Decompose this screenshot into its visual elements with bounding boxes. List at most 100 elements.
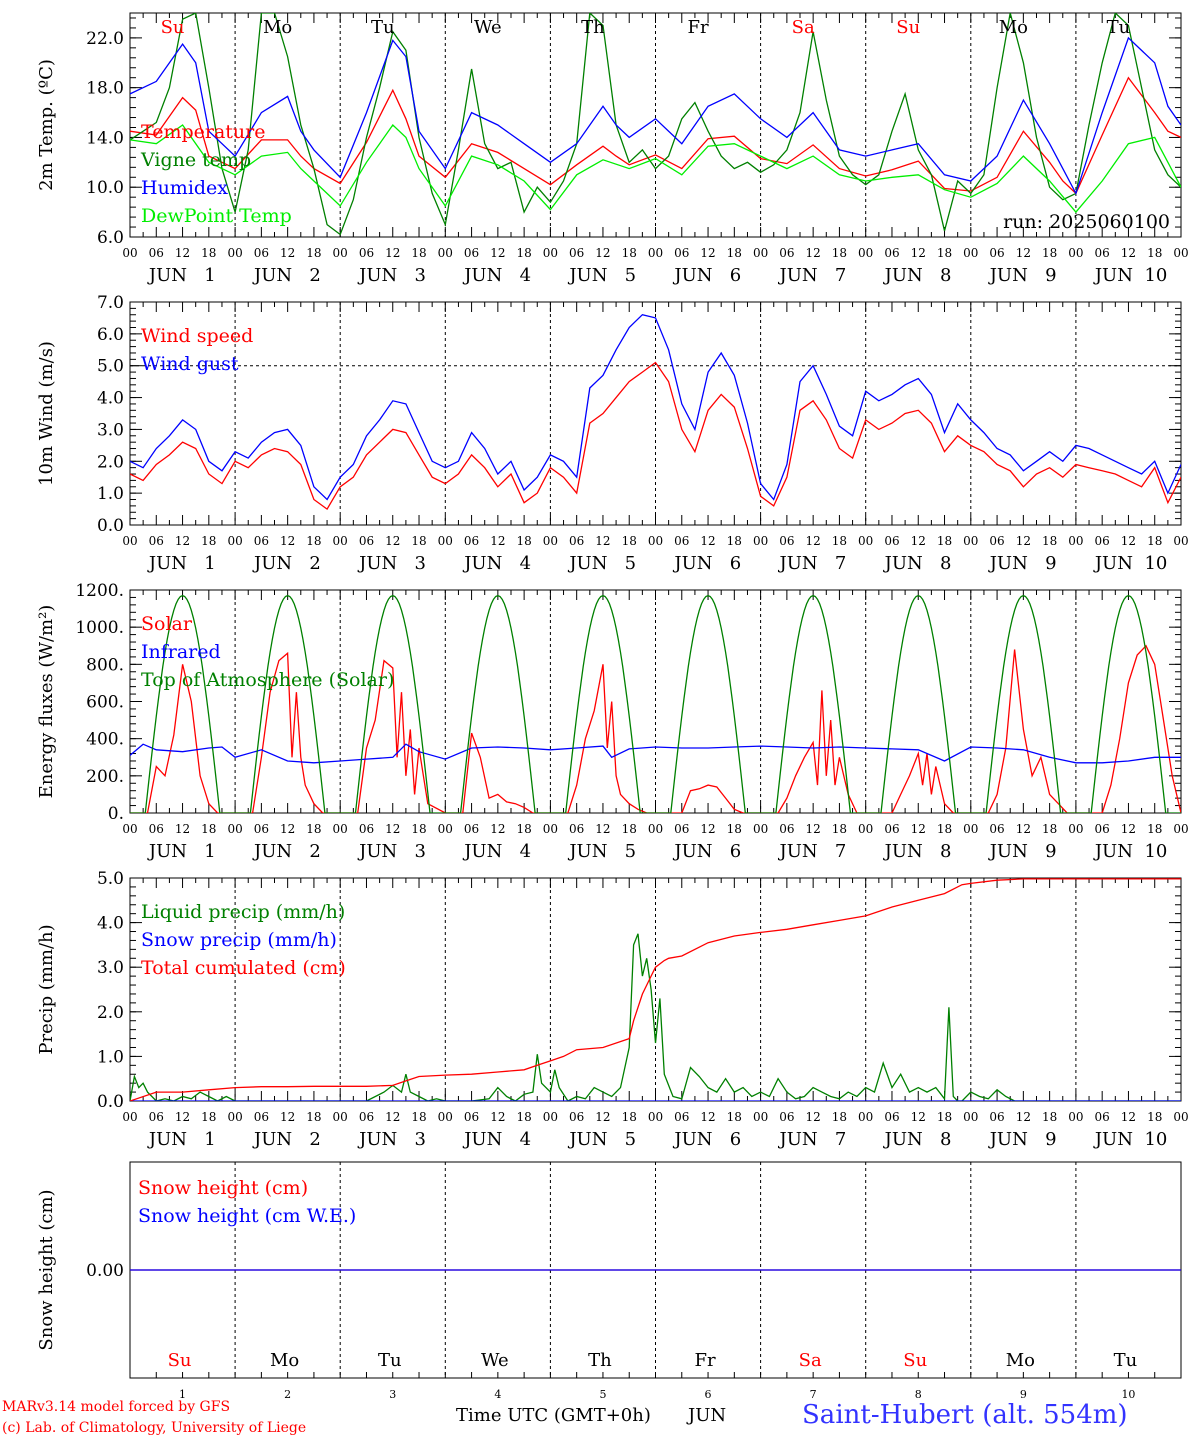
legend-entry-1: Solar	[141, 613, 193, 635]
hour-label: 18	[201, 1110, 216, 1124]
hour-label: 00	[1173, 822, 1188, 836]
legend-entry-1: Snow height (cm)	[138, 1177, 308, 1199]
hour-label: 12	[911, 534, 926, 548]
day-label: 5	[625, 1129, 636, 1150]
panel-1: 00 06 12 18 00 06 12 18 00 06 12 18 00 06 12 18 00 06 12 18…	[36, 12, 1189, 286]
month-label: JUN	[883, 1129, 923, 1150]
hour-label: 00	[753, 246, 768, 260]
day-label: 7	[835, 841, 846, 862]
hour-label: 18	[622, 534, 637, 548]
day-label: 10	[1144, 553, 1167, 574]
hour-label: 12	[280, 1110, 295, 1124]
hour-label: 00	[753, 534, 768, 548]
day-label: 2	[309, 553, 320, 574]
month-label: JUN	[357, 553, 397, 574]
weekday-label-bottom: Su	[168, 1350, 192, 1371]
series-line-3	[130, 594, 1181, 813]
day-label: 9	[1045, 553, 1056, 574]
series-line-4	[130, 124, 1181, 214]
legend-entry-3: Humidex	[141, 177, 228, 199]
hour-label: 12	[385, 246, 400, 260]
hour-label: 12	[175, 1110, 190, 1124]
month-label: JUN	[1093, 553, 1133, 574]
legend-entry-4: DewPoint Temp	[141, 205, 292, 227]
hour-label: 00	[753, 822, 768, 836]
hour-label: 00	[1068, 1110, 1083, 1124]
y-tick-label: 4.0	[97, 389, 124, 409]
hour-label: 06	[779, 822, 794, 836]
day-label: 3	[414, 1129, 425, 1150]
y-tick-label: 600.	[86, 693, 124, 713]
month-label: JUN	[778, 841, 818, 862]
hour-label: 12	[700, 822, 715, 836]
month-label: JUN	[988, 841, 1028, 862]
weekday-label-top: We	[474, 17, 502, 38]
hour-label: 18	[201, 534, 216, 548]
hour-label: 06	[674, 534, 689, 548]
month-label: JUN	[357, 265, 397, 286]
month-label: JUN	[1093, 1129, 1133, 1150]
weekday-label-bottom: Fr	[695, 1350, 716, 1371]
month-label: JUN	[883, 553, 923, 574]
hour-label: 00	[122, 1110, 137, 1124]
hour-label: 00	[1173, 534, 1188, 548]
month-label: JUN	[462, 553, 502, 574]
panel-4: 00 06 12 18 00 06 12 18 00 06 12 18 00 06 12 18 00 06 12 18…	[36, 869, 1189, 1150]
hour-label: 12	[385, 534, 400, 548]
month-label: JUN	[357, 1129, 397, 1150]
legend-entry-2: Snow precip (mm/h)	[141, 929, 337, 951]
hour-label: 00	[333, 534, 348, 548]
weekday-label-bottom: Sa	[799, 1350, 822, 1371]
y-tick-label: 1000.	[75, 618, 124, 638]
hour-label: 18	[411, 1110, 426, 1124]
hour-label: 06	[779, 534, 794, 548]
series-line-1	[130, 644, 1181, 813]
day-label: 9	[1045, 841, 1056, 862]
month-label: JUN	[883, 841, 923, 862]
hour-label: 06	[464, 534, 479, 548]
month-label: JUN	[567, 553, 607, 574]
day-label: 1	[204, 841, 215, 862]
month-label: JUN	[1093, 265, 1133, 286]
hour-label: 00	[858, 822, 873, 836]
legend-entry-1: Wind speed	[141, 325, 253, 347]
day-label: 7	[835, 1129, 846, 1150]
hour-label: 18	[622, 1110, 637, 1124]
month-label: JUN	[252, 841, 292, 862]
hour-label: 06	[149, 246, 164, 260]
hour-label: 12	[595, 246, 610, 260]
hour-label: 00	[1173, 1110, 1188, 1124]
hour-label: 00	[543, 534, 558, 548]
day-label: 5	[625, 265, 636, 286]
day-label: 3	[414, 553, 425, 574]
day-label: 4	[520, 265, 531, 286]
legend-entry-3: Total cumulated (cm)	[141, 957, 346, 979]
month-label: JUN	[778, 553, 818, 574]
y-tick-label: 0.	[108, 804, 124, 824]
day-label: 6	[730, 1129, 741, 1150]
month-label: JUN	[672, 553, 712, 574]
day-label: 5	[599, 1388, 606, 1401]
legend-entry-3: Top of Atmosphere (Solar)	[141, 669, 394, 691]
hour-label: 18	[411, 822, 426, 836]
month-label: JUN	[252, 553, 292, 574]
hour-label: 12	[490, 534, 505, 548]
y-tick-label: 0.0	[97, 516, 124, 536]
day-label: 4	[520, 1129, 531, 1150]
hour-label: 06	[1095, 246, 1110, 260]
hour-label: 06	[989, 1110, 1004, 1124]
hour-label: 06	[254, 246, 269, 260]
month-label: JUN	[988, 553, 1028, 574]
hour-label: 12	[490, 1110, 505, 1124]
series-group	[130, 594, 1181, 813]
hour-label: 18	[1042, 246, 1057, 260]
hour-label: 00	[1068, 246, 1083, 260]
hour-label: 00	[333, 246, 348, 260]
hour-label: 12	[1121, 534, 1136, 548]
month-label: JUN	[672, 1129, 712, 1150]
hour-label: 12	[175, 246, 190, 260]
day-label: 1	[204, 553, 215, 574]
day-label: 8	[940, 841, 951, 862]
hour-label: 00	[963, 534, 978, 548]
